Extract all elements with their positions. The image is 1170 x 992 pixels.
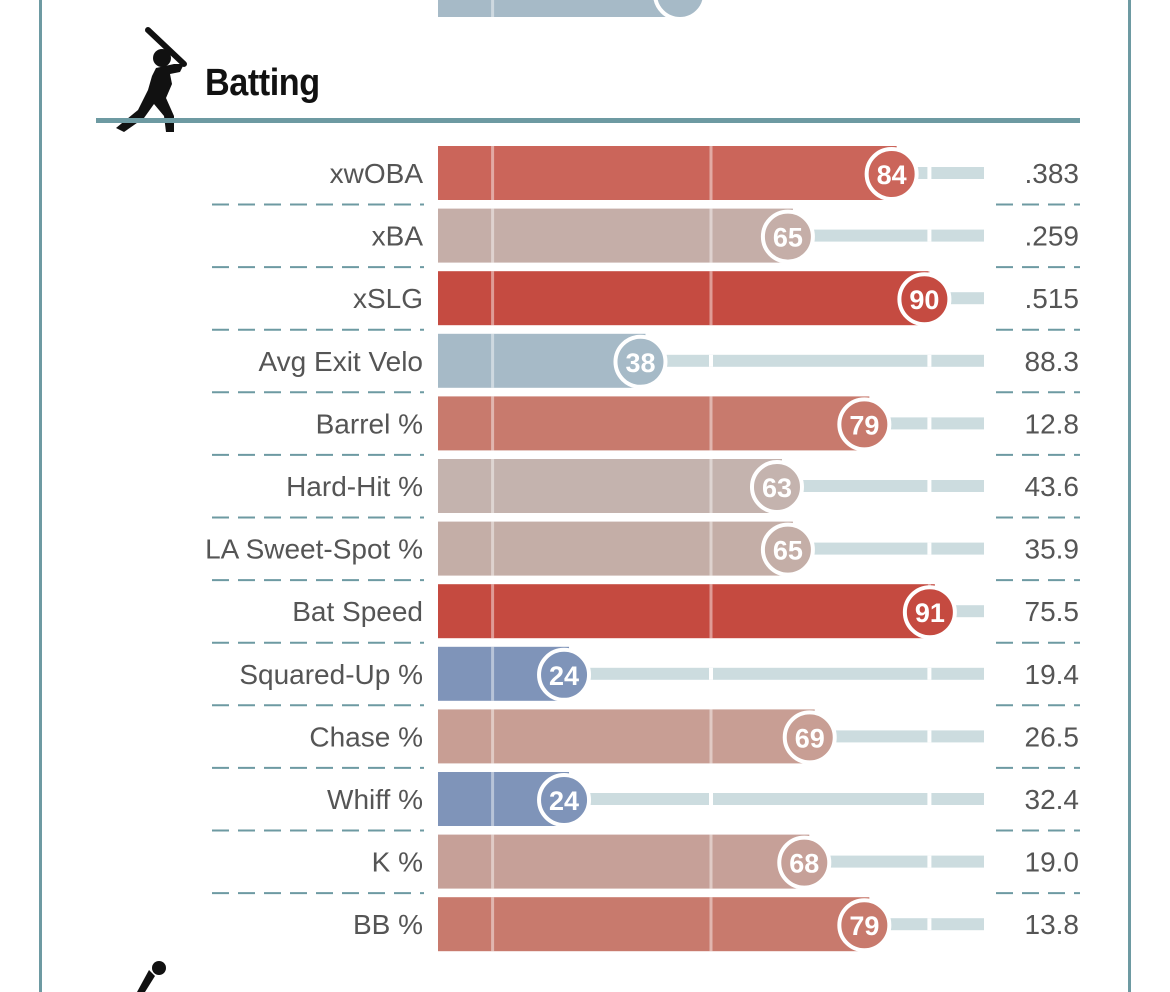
stat-label: xSLG [353,283,423,314]
percentile-label: 65 [773,223,803,253]
percentile-circle [902,585,957,640]
stat-row: BB % 13.8 79 [353,897,1080,953]
percentile-bar [438,0,688,17]
stat-label: xwOBA [330,158,424,189]
card-left-border [39,0,42,992]
stat-label: K % [372,847,423,878]
percentile-label: 90 [909,285,939,315]
percentile-circle [760,209,815,264]
percentile-circle [613,334,668,389]
stat-label: LA Sweet-Spot % [205,534,423,565]
stat-label: Avg Exit Velo [259,346,423,377]
stat-row: Whiff % 32.4 24 [212,772,1080,832]
stat-label: Chase % [309,721,423,752]
percentile-bar [438,521,793,576]
stat-label: BB % [353,909,423,940]
percentile-bar [438,459,782,513]
stat-row: LA Sweet-Spot % 35.9 65 [205,521,1080,582]
stat-label: Whiff % [327,784,423,815]
next-section-icon [137,961,166,992]
section-title: Batting [205,62,320,104]
stat-value: .515 [1025,283,1080,314]
stat-value: 35.9 [1025,534,1080,565]
percentile-circle [653,0,707,21]
stat-value: .259 [1025,221,1080,252]
percentile-bar [438,271,930,326]
percentile-label: 79 [849,410,879,440]
stat-label: xBA [372,221,424,252]
percentile-circle [537,647,592,702]
percentile-label: 69 [795,723,825,753]
percentile-bar [438,584,935,639]
section-rule [96,118,1080,123]
stat-label: Barrel % [316,408,423,439]
stat-row: Hard-Hit % 43.6 63 [212,459,1080,519]
stat-value: 43.6 [1025,471,1080,502]
stat-row: Avg Exit Velo 88.3 38 [212,333,1080,394]
stat-row: K % 19.0 68 [212,834,1080,895]
stat-value: 88.3 [1025,346,1080,377]
percentile-label: 91 [915,598,945,628]
stat-value: 26.5 [1025,721,1080,752]
percentile-bar [438,146,897,200]
stat-row: Chase % 26.5 69 [212,709,1080,769]
percentile-label: 65 [773,536,803,566]
percentile-bar [438,897,870,952]
percentile-label: 79 [849,911,879,941]
stat-value: 19.0 [1025,847,1080,878]
percentile-circle [749,460,804,514]
percentile-bar [438,709,815,764]
stat-row: Squared-Up % 19.4 24 [212,646,1080,707]
percentile-label: 68 [789,849,819,879]
percentile-label: 24 [549,661,579,691]
stat-value: 75.5 [1025,596,1080,627]
percentile-bar [438,834,810,889]
stat-value: 12.8 [1025,408,1080,439]
percentile-label: 63 [762,473,792,503]
percentile-label: 84 [877,160,907,190]
stat-value: 32.4 [1025,784,1080,815]
percentile-circle [760,522,815,577]
batter-icon [116,27,187,132]
percentile-circle [782,710,837,765]
percentile-label: 24 [549,786,579,816]
stat-row: xwOBA .383 84 [212,146,1080,206]
stat-row: Bat Speed 75.5 91 [212,584,1080,644]
percentile-bar [438,208,793,263]
stat-label: Hard-Hit % [286,471,423,502]
percentile-circle [837,397,892,452]
percentile-circle [837,898,892,953]
stat-row: xSLG .515 90 [212,271,1080,331]
percentile-label: 38 [625,348,655,378]
stat-row: Barrel % 12.8 79 [212,396,1080,456]
percentile-circle [777,835,832,890]
card-right-border [1128,0,1131,992]
percentile-circle [897,272,952,327]
previous-section-row [438,0,707,21]
stat-value: 19.4 [1025,659,1080,690]
stat-label: Squared-Up % [239,659,423,690]
percentile-circle [537,773,592,827]
stat-value: .383 [1025,158,1080,189]
percentile-bar [438,396,870,451]
stat-row: xBA .259 65 [212,208,1080,269]
percentile-bar [438,333,646,388]
stat-value: 13.8 [1025,909,1080,940]
percentile-circle [864,147,919,201]
stat-label: Bat Speed [292,596,423,627]
